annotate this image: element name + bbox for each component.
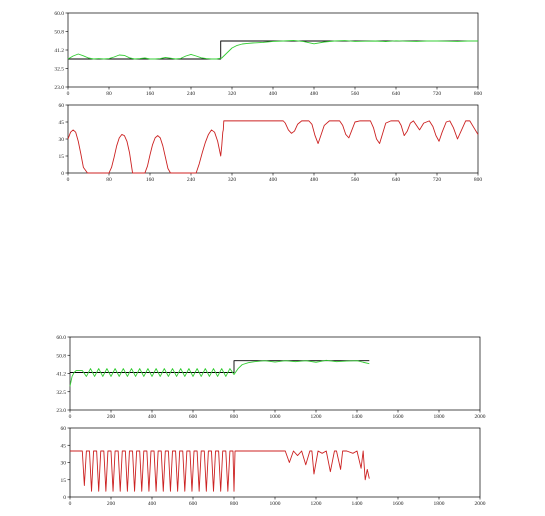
series-line-1	[70, 450, 370, 492]
plot-frame	[69, 336, 481, 411]
y-tick-label: 32.5	[56, 390, 66, 396]
x-tick-label: 600	[189, 501, 198, 507]
x-tick-label: 0	[67, 91, 70, 97]
x-tick-label: 80	[106, 177, 112, 183]
x-tick-label: 400	[269, 177, 278, 183]
x-tick-label: 400	[148, 501, 157, 507]
y-tick-label: 0	[63, 495, 66, 501]
y-tick-label: 45	[59, 120, 65, 126]
x-tick-label: 0	[69, 501, 72, 507]
y-tick-label: 50.8	[54, 30, 64, 36]
x-tick-label: 2000	[475, 501, 486, 507]
x-tick-label: 640	[392, 177, 401, 183]
plot-frame	[67, 12, 479, 88]
y-tick-label: 32.5	[54, 67, 64, 73]
x-tick-label: 800	[230, 414, 239, 420]
x-tick-label: 400	[148, 414, 157, 420]
x-tick-label: 800	[474, 91, 483, 97]
y-tick-label: 15	[59, 154, 65, 160]
x-tick-label: 800	[230, 501, 239, 507]
x-tick-label: 1800	[434, 414, 445, 420]
x-tick-label: 240	[187, 177, 196, 183]
series-line-2	[69, 359, 370, 387]
series-line-1	[70, 360, 370, 373]
y-tick-label: 0	[61, 171, 64, 177]
x-tick-label: 1000	[270, 501, 281, 507]
y-tick-label: 60.0	[54, 11, 64, 17]
y-tick-label: 30	[61, 461, 67, 467]
x-tick-label: 1600	[393, 501, 404, 507]
x-tick-label: 1400	[352, 414, 363, 420]
plot-frame	[69, 427, 481, 498]
x-tick-label: 640	[392, 91, 401, 97]
y-tick-label: 23.0	[56, 408, 66, 414]
x-tick-label: 200	[107, 414, 116, 420]
x-tick-label: 560	[351, 91, 360, 97]
x-tick-label: 400	[269, 91, 278, 97]
y-tick-label: 30	[59, 137, 65, 143]
x-tick-label: 480	[310, 177, 319, 183]
y-tick-label: 15	[61, 478, 67, 484]
x-tick-label: 600	[189, 414, 198, 420]
plot-frame	[67, 104, 479, 174]
y-tick-label: 45	[61, 443, 67, 449]
x-tick-label: 240	[187, 91, 196, 97]
x-tick-label: 160	[146, 177, 155, 183]
y-tick-label: 60.0	[56, 335, 66, 341]
chart-panel-4: 0 200 400 600 800 1000 1200 1400 1600 1800 2000 0 15…	[61, 426, 486, 507]
y-tick-label: 60	[61, 426, 67, 432]
chart-panel-3: 0 200 400 600 800 1000 1200 1400 1600 1800 2000 23.…	[56, 335, 485, 420]
x-tick-label: 480	[310, 91, 319, 97]
x-tick-label: 320	[228, 91, 237, 97]
x-tick-label: 2000	[475, 414, 486, 420]
y-tick-label: 60	[59, 103, 65, 109]
series-line-1	[67, 120, 479, 174]
x-tick-label: 320	[228, 177, 237, 183]
y-tick-label: 41.2	[54, 48, 64, 54]
x-tick-label: 720	[433, 91, 442, 97]
series-line-2	[67, 39, 478, 60]
x-tick-label: 1200	[311, 501, 322, 507]
x-tick-label: 560	[351, 177, 360, 183]
x-tick-label: 0	[69, 414, 72, 420]
y-tick-label: 23.0	[54, 85, 64, 91]
chart-panel-2: 0 80 160 240 320 400 480 560 640 720 800 0 15 30 45 60	[59, 103, 483, 183]
x-tick-label: 1200	[311, 414, 322, 420]
x-tick-label: 160	[146, 91, 155, 97]
y-tick-label: 50.8	[56, 353, 66, 359]
x-tick-label: 1800	[434, 501, 445, 507]
x-tick-label: 200	[107, 501, 116, 507]
x-tick-label: 800	[474, 177, 483, 183]
x-tick-label: 1400	[352, 501, 363, 507]
y-tick-label: 41.2	[56, 372, 66, 378]
x-tick-label: 80	[106, 91, 112, 97]
series-line-1	[68, 40, 478, 60]
chart-panel-1: 0 80 160 240 320 400 480 560 640 720 800 23.0 32.5 41…	[54, 11, 482, 97]
x-tick-label: 0	[67, 177, 70, 183]
x-tick-label: 1000	[270, 414, 281, 420]
x-tick-label: 720	[433, 177, 442, 183]
x-tick-label: 1600	[393, 414, 404, 420]
